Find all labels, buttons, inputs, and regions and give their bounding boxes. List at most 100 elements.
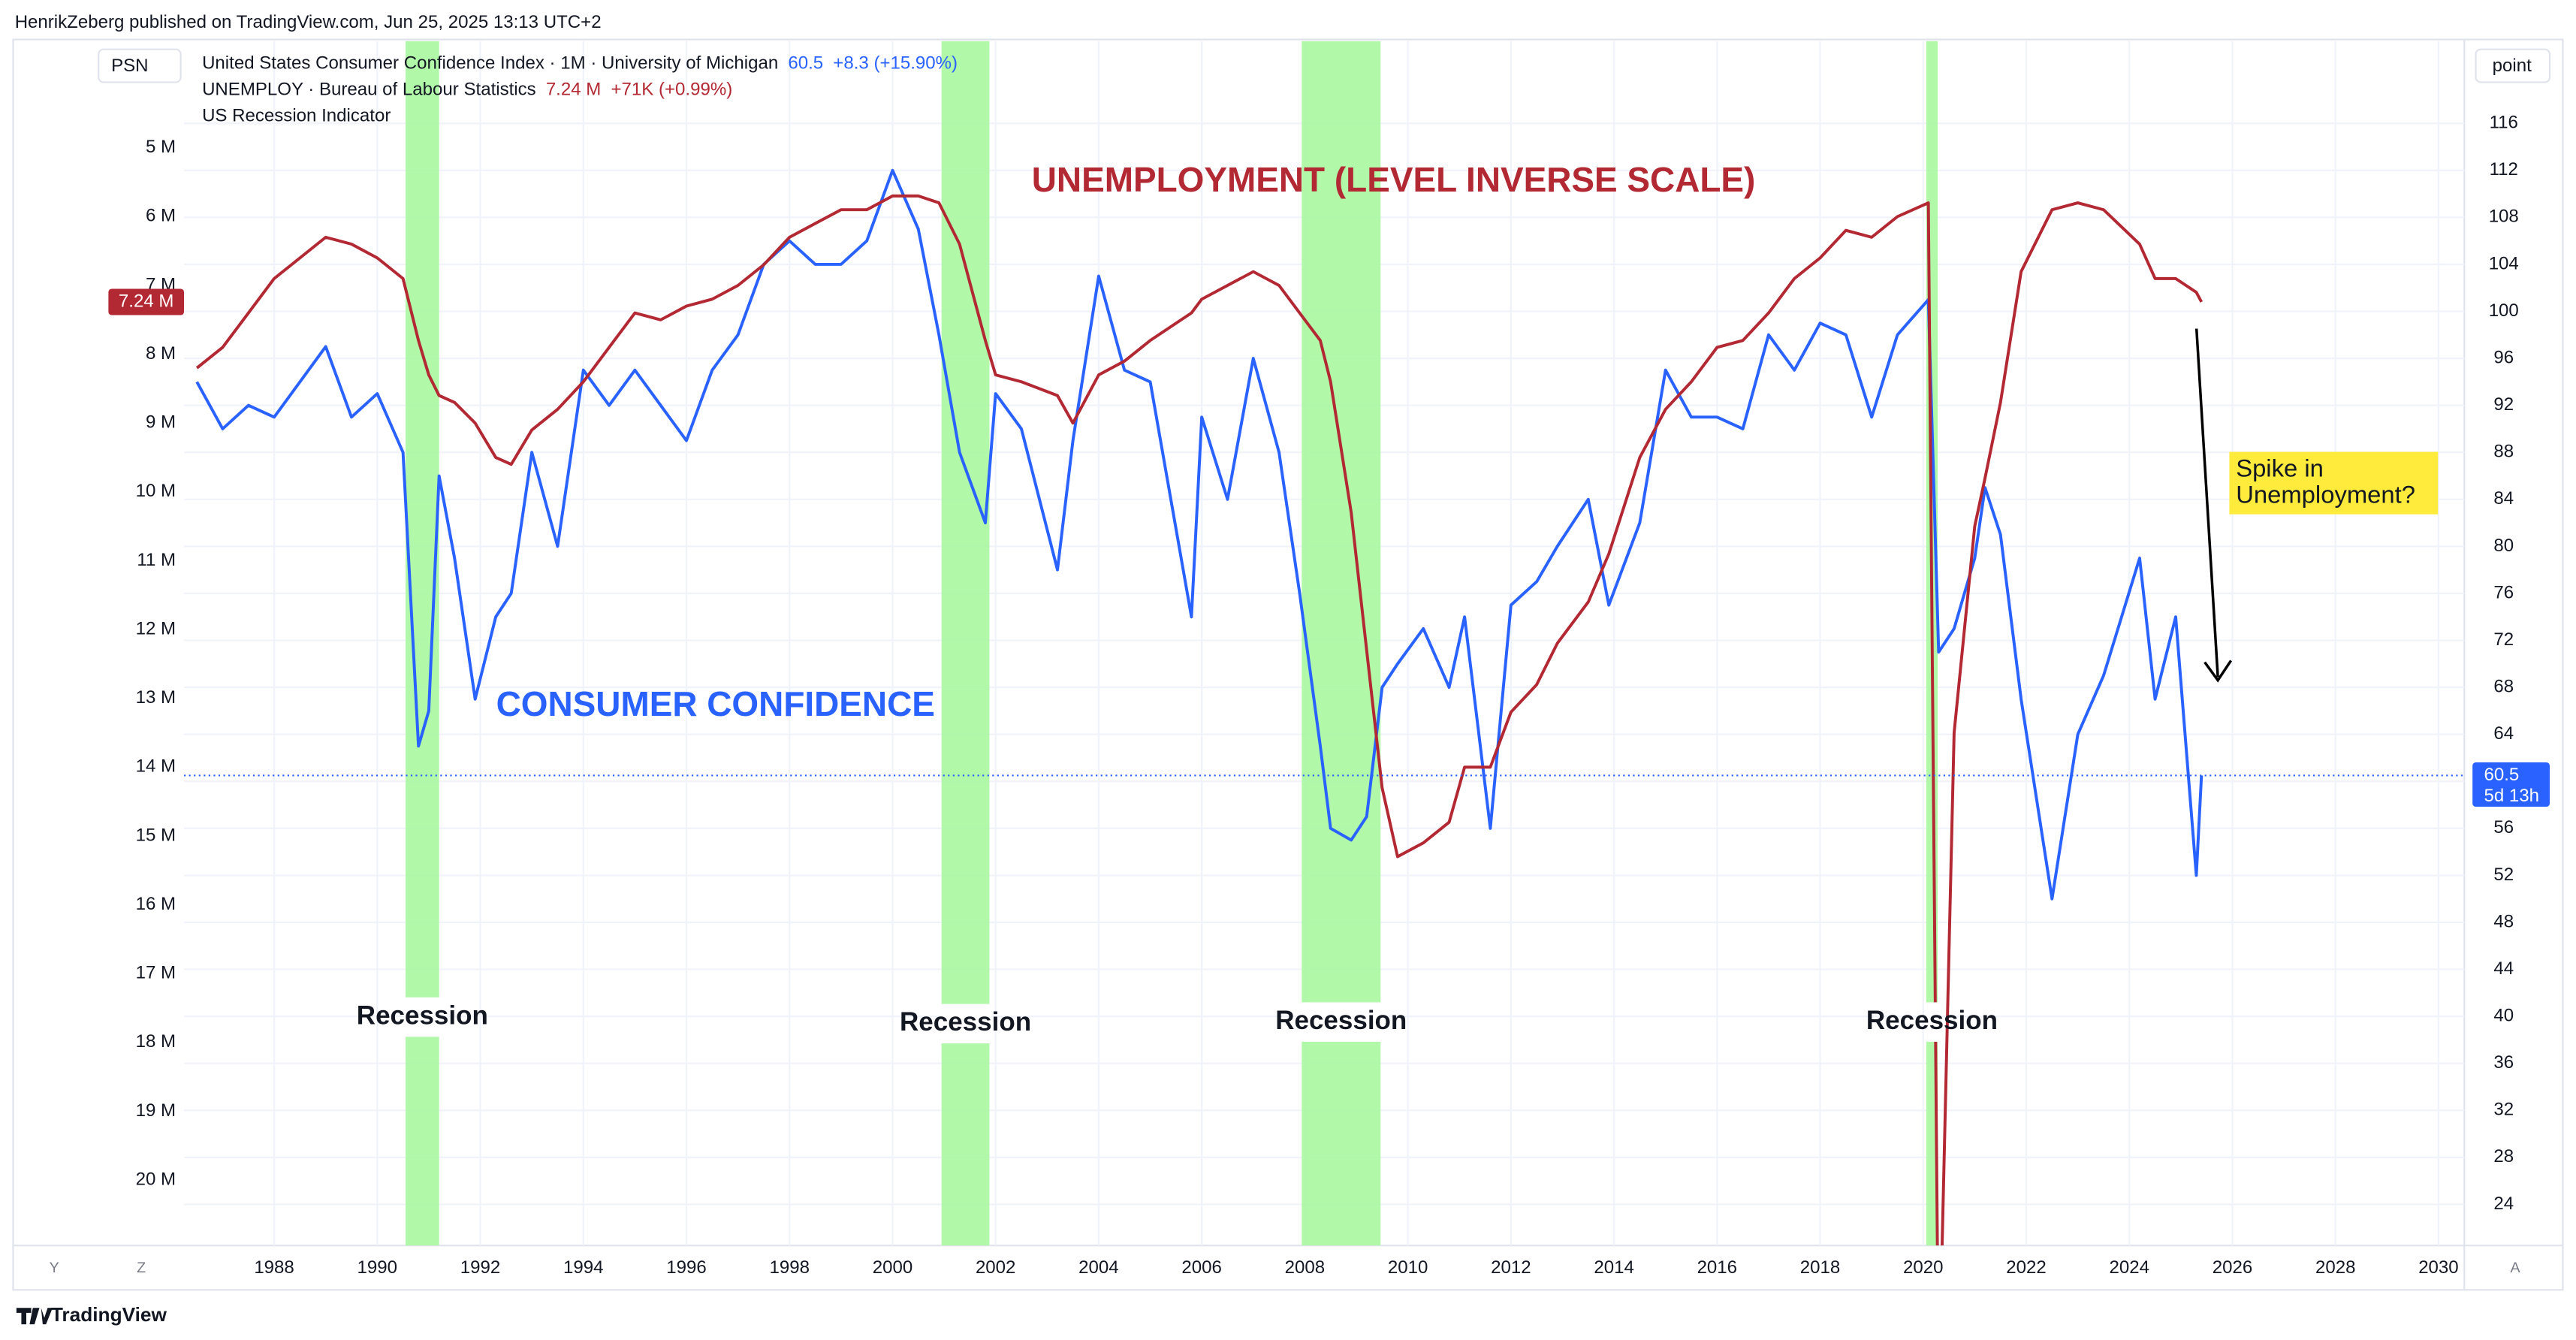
recession-label: Recession bbox=[1275, 1006, 1407, 1035]
annotation: CONSUMER CONFIDENCE bbox=[496, 684, 935, 723]
toolbar-button[interactable]: Y bbox=[50, 1260, 59, 1276]
y2-tick-label: 80 bbox=[2493, 536, 2514, 556]
y2-tick-label: 40 bbox=[2493, 1005, 2514, 1025]
x-tick-label: 2014 bbox=[1594, 1257, 1634, 1278]
legend-part: US Recession Indicator bbox=[202, 106, 391, 126]
recession-label: Recession bbox=[1866, 1006, 1998, 1035]
y2-tick-label: 88 bbox=[2493, 442, 2514, 462]
annotation: Unemployment? bbox=[2236, 480, 2415, 508]
x-tick-label: 2026 bbox=[2213, 1257, 2253, 1278]
legend-part: UNEMPLOY · Bureau of Labour Statistics bbox=[202, 80, 536, 100]
y2-tick-label: 36 bbox=[2493, 1052, 2514, 1073]
x-tick-label: 2018 bbox=[1800, 1257, 1841, 1278]
price-tag-label: 7.24 M bbox=[119, 291, 174, 311]
recession-band bbox=[941, 41, 990, 1246]
legend-entry: UNEMPLOY · Bureau of Labour Statistics 7.… bbox=[202, 80, 732, 100]
label-gap bbox=[1300, 1002, 1383, 1042]
x-tick-label: 2030 bbox=[2418, 1257, 2459, 1278]
y2-tick-label: 32 bbox=[2493, 1100, 2514, 1120]
x-tick-label: 2008 bbox=[1285, 1257, 1326, 1278]
legend-entry: United States Consumer Confidence Index … bbox=[202, 53, 958, 74]
x-tick-label: 1998 bbox=[769, 1257, 810, 1278]
series-line bbox=[195, 194, 2203, 1246]
symbol-button-label[interactable]: PSN bbox=[111, 56, 148, 76]
price-tag bbox=[2472, 762, 2550, 807]
recession-band bbox=[406, 41, 439, 1246]
y-tick-label: 6 M bbox=[146, 206, 176, 226]
legend-part: United States Consumer Confidence Index … bbox=[202, 53, 778, 74]
y2-tick-label: 104 bbox=[2489, 253, 2519, 273]
x-tick-label: 1990 bbox=[357, 1257, 398, 1278]
y2-tick-label: 44 bbox=[2493, 958, 2514, 979]
x-tick-label: 2016 bbox=[1697, 1257, 1738, 1278]
annotation-box bbox=[2229, 451, 2439, 515]
overlay: Recession Recession Recession Recession bbox=[357, 997, 1998, 1044]
y-tick-label: 18 M bbox=[136, 1031, 176, 1052]
toolbar-button[interactable]: A bbox=[2511, 1260, 2521, 1276]
y-tick-label: 8 M bbox=[146, 343, 176, 364]
y-tick-label: 13 M bbox=[136, 687, 176, 708]
symbol-button[interactable] bbox=[98, 48, 182, 83]
x-tick-label: 1996 bbox=[666, 1257, 707, 1278]
label-gap bbox=[403, 997, 441, 1037]
y2-tick-label: 116 bbox=[2490, 113, 2518, 133]
y-tick-label: 20 M bbox=[136, 1169, 176, 1189]
arrow-head bbox=[2203, 659, 2233, 683]
legend-part: 60.5 bbox=[788, 53, 823, 74]
label-gap bbox=[940, 1003, 991, 1044]
y2-tick-label: 64 bbox=[2493, 723, 2514, 744]
y-tick-label: 11 M bbox=[137, 550, 176, 570]
recession-label: Recession bbox=[900, 1007, 1031, 1037]
recession-bands bbox=[406, 41, 1938, 1246]
x-tick-label: 2000 bbox=[873, 1257, 913, 1278]
y-tick-label: 10 M bbox=[136, 481, 176, 501]
frame bbox=[12, 38, 2564, 1291]
recession-label: Recession bbox=[357, 1000, 488, 1030]
x-tick-label: 1988 bbox=[254, 1257, 294, 1278]
y2-tick-label: 100 bbox=[2489, 300, 2519, 321]
toolbar-button[interactable]: Z bbox=[137, 1260, 146, 1276]
x-tick-label: 1992 bbox=[460, 1257, 501, 1278]
series bbox=[195, 168, 2203, 1246]
x-tick-label: 2006 bbox=[1181, 1257, 1222, 1278]
scale-button[interactable] bbox=[2475, 48, 2551, 83]
legend-part: 7.24 M bbox=[546, 80, 602, 100]
x-tick-label: 1994 bbox=[563, 1257, 604, 1278]
legend-part: +71K (+0.99%) bbox=[611, 80, 732, 100]
y-tick-label: 19 M bbox=[136, 1100, 176, 1121]
x-tick-label: 2010 bbox=[1388, 1257, 1428, 1278]
scale-button-label[interactable]: point bbox=[2493, 56, 2532, 76]
y2-tick-label: 76 bbox=[2493, 582, 2514, 602]
y2-tick-label: 84 bbox=[2493, 488, 2514, 509]
logo bbox=[16, 1308, 53, 1325]
footer: TradingView bbox=[51, 1303, 167, 1326]
x-tick-label: 2004 bbox=[1078, 1257, 1119, 1278]
header: HenrikZeberg published on TradingView.co… bbox=[15, 12, 602, 32]
y-tick-label: 12 M bbox=[136, 618, 176, 638]
x-tick-label: 2002 bbox=[976, 1257, 1016, 1278]
annotation: Spike in bbox=[2236, 454, 2324, 481]
arrow bbox=[2194, 328, 2219, 678]
legend-part: +8.3 (+15.90%) bbox=[833, 53, 958, 74]
y-tick-label: 15 M bbox=[136, 825, 176, 845]
y-tick-label: 9 M bbox=[146, 412, 176, 433]
x-tick-label: 2028 bbox=[2315, 1257, 2356, 1278]
y-tick-label: 17 M bbox=[136, 963, 176, 983]
y2-tick-label: 24 bbox=[2493, 1194, 2514, 1214]
y2-tick-label: 28 bbox=[2493, 1146, 2514, 1166]
series-line bbox=[195, 168, 2203, 901]
price-tag-label: 60.5 bbox=[2484, 765, 2520, 785]
x-tick-label: 2024 bbox=[2109, 1257, 2149, 1278]
label-gap bbox=[1924, 1002, 1940, 1042]
x-tick-label: 2022 bbox=[2006, 1257, 2047, 1278]
y2-tick-label: 52 bbox=[2493, 865, 2514, 885]
y2-tick-label: 92 bbox=[2493, 394, 2514, 415]
annotation: UNEMPLOYMENT (LEVEL INVERSE SCALE) bbox=[1032, 160, 1756, 199]
y-tick-label: 5 M bbox=[146, 137, 176, 157]
price-tag-countdown: 5d 13h bbox=[2484, 786, 2540, 806]
price-tag bbox=[108, 288, 184, 315]
y2-tick-label: 112 bbox=[2490, 159, 2518, 180]
y2-tick-label: 96 bbox=[2493, 347, 2514, 367]
